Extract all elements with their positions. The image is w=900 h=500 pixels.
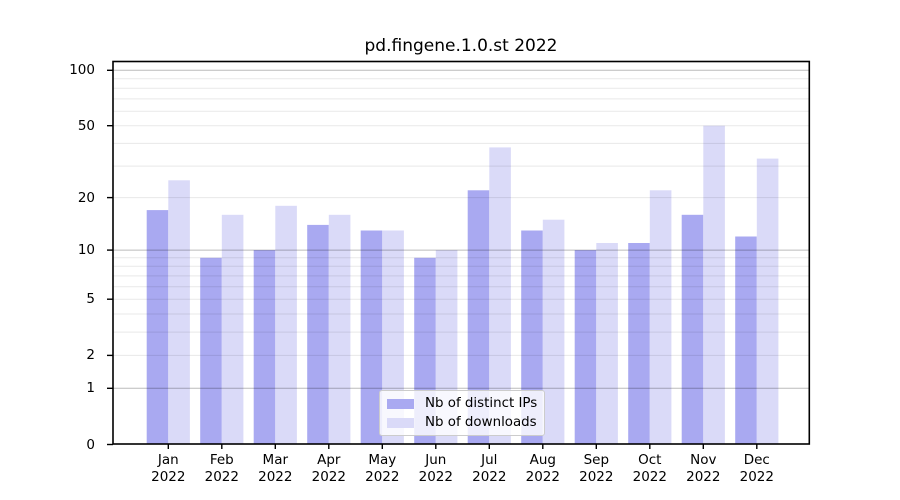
bar-downloads-nov: [703, 125, 725, 444]
bar-distinct-ips-nov: [681, 214, 704, 444]
y-tick-label-2: 2: [86, 347, 95, 364]
bar-distinct-ips-jul: [467, 190, 490, 444]
y-tick-label-50: 50: [77, 117, 95, 134]
bar-distinct-ips-feb: [200, 257, 222, 444]
x-tick-label-jul: Jul 2022: [472, 452, 507, 485]
legend-swatch-distinct-ips: [387, 398, 414, 409]
y-tick-label-1: 1: [86, 380, 95, 397]
x-tick-label-feb: Feb 2022: [204, 452, 239, 485]
x-tick-label-may: May 2022: [365, 452, 400, 485]
y-tick-label-100: 100: [69, 62, 95, 79]
bar-distinct-ips-mar: [253, 250, 276, 444]
legend-swatch-downloads: [387, 417, 414, 428]
x-tick-label-aug: Aug 2022: [525, 452, 560, 485]
plot-frame: [112, 60, 811, 445]
y-tick-label-5: 5: [86, 291, 95, 308]
legend-label-downloads: Nb of downloads: [425, 415, 537, 430]
x-tick-label-dec: Dec 2022: [739, 452, 774, 485]
bar-distinct-ips-sep: [574, 250, 597, 444]
bar-downloads-aug: [542, 219, 565, 444]
bar-distinct-ips-dec: [735, 236, 757, 444]
bar-distinct-ips-apr: [307, 224, 329, 444]
x-tick-label-mar: Mar 2022: [258, 452, 293, 485]
bar-downloads-jul: [489, 147, 511, 444]
bar-downloads-feb: [221, 214, 244, 444]
bar-distinct-ips-may: [360, 230, 383, 444]
bar-downloads-apr: [328, 214, 351, 444]
x-tick-label-nov: Nov 2022: [686, 452, 721, 485]
bar-downloads-mar: [275, 205, 297, 444]
x-tick-label-jun: Jun 2022: [418, 452, 453, 485]
bar-downloads-sep: [596, 243, 618, 444]
x-tick-label-sep: Sep 2022: [579, 452, 614, 485]
x-tick-label-oct: Oct 2022: [632, 452, 667, 485]
bar-downloads-dec: [756, 158, 779, 444]
y-tick-label-0: 0: [86, 436, 95, 453]
y-tick-label-20: 20: [77, 189, 95, 206]
bar-distinct-ips-jan: [146, 210, 169, 444]
legend-item-downloads: Nb of downloads: [387, 415, 544, 430]
chart-title: pd.fingene.1.0.st 2022: [364, 36, 558, 56]
legend: Nb of distinct IPs Nb of downloads: [379, 390, 545, 436]
y-tick-label-10: 10: [77, 242, 95, 259]
x-tick-label-jan: Jan 2022: [151, 452, 186, 485]
legend-item-distinct-ips: Nb of distinct IPs: [387, 396, 544, 411]
legend-label-distinct-ips: Nb of distinct IPs: [425, 396, 538, 411]
x-tick-label-apr: Apr 2022: [311, 452, 346, 485]
bar-downloads-jan: [168, 180, 190, 445]
bar-downloads-oct: [649, 190, 672, 444]
bar-distinct-ips-oct: [628, 243, 650, 444]
